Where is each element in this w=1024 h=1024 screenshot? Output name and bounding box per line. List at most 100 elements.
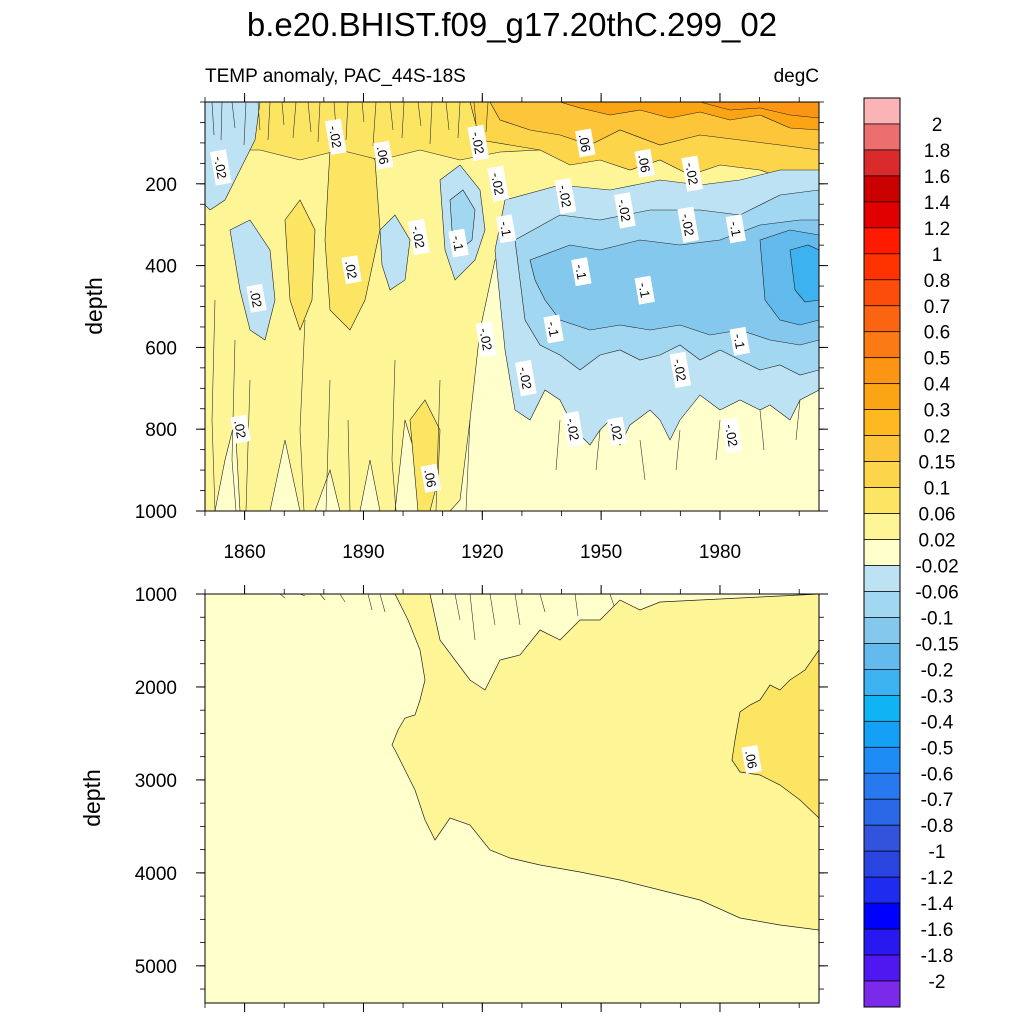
colorbar-swatch	[863, 772, 901, 800]
colorbar-swatch	[863, 279, 901, 307]
bottom-field: .06	[205, 594, 819, 1003]
colorbar-swatch	[863, 617, 901, 644]
colorbar-label: 1.8	[924, 141, 950, 162]
contour-label-box	[475, 321, 498, 358]
contour-label: .02	[606, 416, 628, 446]
contour-label-box	[495, 214, 517, 244]
contour-label-box	[729, 326, 750, 356]
colorbar-swatch	[863, 123, 901, 151]
colorbar-label: 0.15	[919, 453, 956, 474]
colorbar-label: -0.4	[921, 712, 954, 733]
y-tick-label: 2000	[135, 678, 177, 699]
contour-label-text: .02	[608, 421, 626, 441]
bottom-y-axis: 1000 2000 3000 4000 5000	[135, 585, 828, 990]
y-tick-label: 400	[145, 257, 177, 278]
contour-label-text: -.02	[682, 161, 701, 186]
colorbar-swatch	[863, 694, 901, 722]
contour-label-box	[562, 411, 585, 448]
contour-label-text: -.02	[516, 366, 535, 391]
contour-label: -.1	[495, 214, 517, 244]
colorbar-label: -0.7	[921, 790, 954, 811]
units-label: degC	[774, 66, 819, 87]
colorbar-label: -0.06	[915, 582, 958, 603]
contour-label-text: -.02	[211, 155, 230, 180]
contour-label-box	[571, 257, 592, 287]
contour-label-text: -.1	[449, 234, 466, 252]
colorbar-label: -1	[929, 842, 946, 863]
contour-label-box	[575, 128, 596, 158]
colorbar-swatch	[863, 928, 901, 956]
contour-label: -.02	[487, 165, 509, 202]
contour-label-box	[634, 148, 655, 178]
colorbar-swatch	[863, 539, 901, 566]
contour-label-text: -.02	[556, 184, 575, 209]
left-subtitle: TEMP anomaly, PAC_44S-18S	[205, 66, 466, 87]
contour-label-box	[725, 214, 746, 244]
colorbar-label: -0.6	[921, 764, 954, 785]
contour-label-text: -.02	[722, 423, 741, 448]
colorbar-swatch	[863, 461, 901, 488]
contour-label-text: .06	[635, 153, 653, 173]
contour-label-box	[543, 314, 564, 344]
contour-label: -.02	[467, 124, 490, 162]
contour-label-box	[448, 228, 469, 258]
contour-label-text: -.02	[326, 125, 345, 150]
colorbar-swatch	[863, 902, 901, 930]
colorbar-swatch	[863, 643, 901, 670]
colorbar-label: -0.8	[921, 816, 954, 837]
colorbar-label: -1.2	[921, 868, 954, 889]
contour-label-box	[324, 118, 347, 155]
colorbar-swatch	[863, 175, 901, 203]
contour-label: -.1	[729, 326, 750, 356]
contour-label-text: -.1	[572, 263, 589, 281]
colorbar-label: 0.6	[924, 323, 950, 344]
y-tick-label: 800	[145, 420, 177, 441]
contour-label: -.02	[681, 155, 704, 192]
contour-label-box	[681, 155, 704, 192]
colorbar-swatch	[863, 980, 901, 1008]
colorbar-label: 0.2	[924, 427, 950, 448]
contour-label-box	[669, 351, 692, 389]
top-y-axis: 200 400 600 800 1000	[135, 101, 828, 523]
colorbar-label: -0.02	[915, 556, 958, 577]
y-tick-label: 600	[145, 338, 177, 359]
contour-label-text: .02	[247, 288, 265, 308]
x-tick-label: 1860	[223, 542, 265, 563]
colorbar-label: -1.4	[921, 894, 954, 915]
bottom-contour-labels: .06	[741, 745, 762, 774]
contour-label-box	[487, 165, 509, 202]
contour-label-box	[373, 140, 394, 170]
contour-label: -.02	[554, 177, 577, 215]
x-tick-label: 1950	[580, 542, 622, 563]
contour-label-box	[341, 255, 362, 285]
contour-label: -.1	[448, 228, 469, 258]
contour-label-text: -.02	[615, 198, 634, 223]
colorbar-swatch	[863, 409, 901, 436]
contour-label-text: -.1	[544, 320, 561, 338]
colorbar-swatch	[863, 720, 901, 748]
colorbar-label: 0.1	[924, 479, 950, 500]
contour-label: .06	[420, 463, 441, 493]
contour-label-box	[554, 177, 577, 215]
contour-label: -.1	[634, 275, 655, 305]
colorbar-label: -1.8	[921, 946, 954, 967]
contour-label: .06	[634, 148, 655, 178]
colorbar-swatch	[863, 201, 901, 229]
contour-label-text: -.1	[636, 281, 653, 299]
contour-label-text: -.02	[564, 417, 583, 442]
colorbar-swatch	[863, 383, 901, 411]
bottom-panel: .06 1000 2000 3000 4000 5000 depth	[79, 585, 828, 1012]
colorbar-swatch	[863, 331, 901, 359]
contour-label: -.02	[408, 218, 430, 256]
colorbar-label: 0.4	[924, 375, 951, 396]
colorbar-label: 0.8	[924, 271, 950, 292]
y-tick-label: 5000	[135, 957, 177, 978]
bottom-y-axis-label: depth	[79, 769, 105, 827]
colorbar-label: -1.6	[921, 920, 954, 941]
y-tick-label: 200	[145, 175, 177, 196]
colorbar-label: 1.4	[924, 193, 951, 214]
contour-label: -.02	[614, 192, 636, 229]
contour-label: -.1	[571, 257, 592, 287]
contour-label-box	[634, 275, 655, 305]
colorbar-label: -2	[929, 972, 946, 993]
